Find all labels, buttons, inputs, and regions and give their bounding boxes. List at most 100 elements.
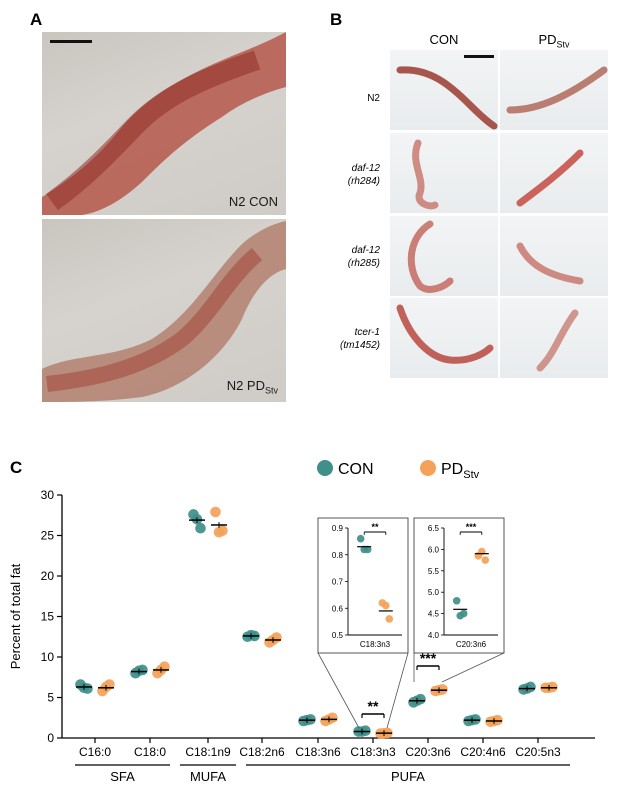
inset-c18-3n3-y-tick-label: 0.7 xyxy=(332,578,344,587)
label-n2-pd-sub: Stv xyxy=(264,386,278,396)
panel-c-letter: C xyxy=(10,458,23,477)
inset-c20-3n6-con-point xyxy=(452,596,461,605)
inset-c18-3n3: 0.5 0.6 0.7 0.8 0.9 C18:3n3 ** xyxy=(317,517,409,729)
row-label-line1: daf-12 xyxy=(351,245,380,256)
y-tick-label: 5 xyxy=(47,691,54,705)
col-label-pd-sub: Stv xyxy=(556,39,570,50)
scale-bar xyxy=(50,40,92,43)
x-tick-label: C18:0 xyxy=(134,745,166,759)
worm-shape-2 xyxy=(42,221,286,402)
con-C18:3n6-point xyxy=(305,714,316,725)
label-n2-pd-main: N2 PD xyxy=(226,378,265,394)
y-tick-label: 15 xyxy=(41,610,55,624)
inset-c20-3n6-y-tick-label: 4.0 xyxy=(428,631,440,640)
sig-c20-3n6-label: *** xyxy=(420,650,437,666)
inset-c20-3n6-pd-point xyxy=(481,556,490,564)
micrograph-row3-col1 xyxy=(500,298,608,378)
inset-c20-3n6-connector xyxy=(441,652,505,683)
worm-shape xyxy=(516,242,584,285)
row-label-tcer1: tcer-1 (tm1452) xyxy=(306,326,380,352)
micrograph-row1-col0 xyxy=(390,133,498,213)
worm-shape xyxy=(396,304,494,364)
pd-C18:3n6-point xyxy=(327,712,338,724)
legend-pd-marker xyxy=(420,460,436,476)
x-tick-label: C18:1n9 xyxy=(185,745,231,759)
col-label-con: CON xyxy=(429,32,459,47)
worm-shape xyxy=(42,32,286,215)
con-C18:3n3-point xyxy=(360,725,371,737)
pd-C18:1n9-point xyxy=(210,506,221,518)
inset-c20-3n6-y-tick-label: 5.5 xyxy=(428,567,440,576)
worm-shape xyxy=(536,309,579,372)
group-label: SFA xyxy=(110,769,135,784)
inset-c18-3n3-y-tick-label: 0.8 xyxy=(332,551,344,560)
micrograph-row2-col1 xyxy=(500,216,608,296)
y-tick-label: 10 xyxy=(41,650,55,664)
scale-bar-b xyxy=(464,55,494,58)
worm-shape xyxy=(516,149,584,207)
worm-shape xyxy=(396,66,498,130)
row-label-daf12-rh284: daf-12 (rh284) xyxy=(306,162,380,188)
inset-c20-3n6-y-tick-label: 5.0 xyxy=(428,588,440,597)
micrograph-n2-con: N2 CON xyxy=(42,32,286,215)
x-tick-label: C18:2n6 xyxy=(239,745,285,759)
row-label-line1: tcer-1 xyxy=(354,327,380,338)
inset-c18-3n3-y-tick-label: 0.5 xyxy=(332,631,344,640)
row-label-n2: N2 xyxy=(306,92,380,105)
con-C20:4n6-point xyxy=(470,714,481,725)
inset-c20-3n6-y-tick-label: 6.0 xyxy=(428,545,440,554)
x-tick-label: C20:3n6 xyxy=(405,745,451,759)
con-C20:3n6-point xyxy=(415,693,426,705)
panel-a-letter: A xyxy=(30,10,43,29)
row-label-line2: (rh284) xyxy=(347,176,380,187)
y-tick-label: 25 xyxy=(41,529,55,543)
panel-b-letter: B xyxy=(330,10,343,29)
inset-c18-3n3-connector xyxy=(317,652,360,729)
col-label-pd-main: PD xyxy=(538,32,557,47)
row-label-n2-line1: N2 xyxy=(367,93,380,104)
worm-shape xyxy=(506,66,608,114)
label-n2-con: N2 CON xyxy=(228,194,278,209)
worm-shape xyxy=(412,139,439,210)
y-tick-label: 0 xyxy=(47,731,54,745)
legend-con-marker xyxy=(317,460,333,476)
legend-con-label: CON xyxy=(338,461,374,478)
inset-c18-3n3-x-label: C18:3n3 xyxy=(360,640,391,649)
group-label: MUFA xyxy=(190,769,226,784)
micrograph-row2-col0 xyxy=(390,216,498,296)
row-label-line2: (rh285) xyxy=(347,258,380,269)
inset-c18-3n3-con-point xyxy=(363,545,372,554)
micrograph-n2-pdstv: N2 PDStv xyxy=(42,219,286,402)
inset-c20-3n6-y-tick-label: 6.5 xyxy=(428,524,440,533)
legend-pd-sub: Stv xyxy=(463,469,479,481)
y-tick-label: 20 xyxy=(41,569,55,583)
row-label-line2: (tm1452) xyxy=(339,340,380,351)
x-tick-label: C20:4n6 xyxy=(460,745,506,759)
panel-c-chart: CON PDStv 0 5 10 15 20 25 30 Percent of total fat… xyxy=(8,460,595,784)
con-C18:0-point xyxy=(137,664,148,676)
pd-C20:4n6-point xyxy=(492,714,503,726)
inset-c20-3n6-con-point xyxy=(459,609,468,618)
con-C20:5n3-point xyxy=(525,681,536,693)
inset-c18-3n3-connector xyxy=(386,652,409,729)
legend-pd-main: PD xyxy=(441,461,463,478)
inset-c18-3n3-con-point xyxy=(356,534,365,543)
con-C16:0-point xyxy=(82,683,93,694)
sig-c18-3n3-label: ** xyxy=(368,698,379,714)
inset-c18-3n3-y-tick-label: 0.6 xyxy=(332,604,344,613)
label-n2-pdstv: N2 PDStv xyxy=(227,378,278,396)
micrograph-row1-col1 xyxy=(500,133,608,213)
inset-c18-3n3-y-tick-label: 0.9 xyxy=(332,524,344,533)
inset-c20-3n6-sig-label: *** xyxy=(466,522,477,532)
inset-c20-3n6-x-label: C20:3n6 xyxy=(456,640,487,649)
y-axis-label: Percent of total fat xyxy=(8,563,23,669)
inset-c20-3n6-y-tick-label: 4.5 xyxy=(428,610,440,619)
x-tick-label: C18:3n6 xyxy=(295,745,341,759)
micrograph-row0-col0 xyxy=(390,50,498,130)
row-label-daf12-rh285: daf-12 (rh285) xyxy=(306,244,380,270)
pd-C20:3n6-point xyxy=(437,684,448,695)
inset-c18-3n3-pd-point xyxy=(382,601,390,610)
legend-pd-label: PDStv xyxy=(441,461,480,481)
inset-c20-3n6: 4.0 4.5 5.0 5.5 6.0 6.5 C20:3n6 *** xyxy=(413,517,505,683)
inset-c20-3n6-frame xyxy=(413,517,505,654)
